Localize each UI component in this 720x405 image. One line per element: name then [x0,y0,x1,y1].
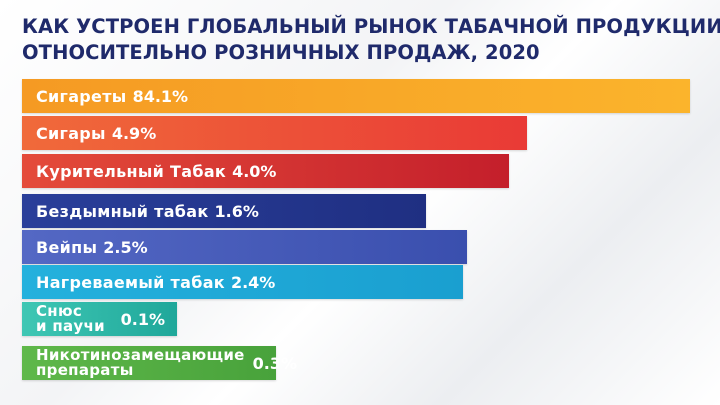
chart-title: КАК УСТРОЕН ГЛОБАЛЬНЫЙ РЫНОК ТАБАЧНОЙ ПР… [22,14,720,66]
bar-label-line: препараты [36,361,134,379]
bar-value-label: 2.4% [230,272,276,292]
bar-label: Вейпы [36,230,97,264]
bar-4: Бездымный табак 1.6% [22,194,426,228]
bar-label-line: Снюс [36,302,83,320]
bar-label-line: Никотинозамещающие [36,346,245,364]
bar-value-label: 0.3% [252,353,298,373]
bar-6: Нагреваемый табак 2.4% [22,265,463,299]
bar-label: Бездымный табак [36,194,209,228]
bar-label-line: Нагреваемый табак [36,272,225,292]
bar-value-label: 84.1% [132,86,189,106]
bar-label: Сигареты [36,79,127,113]
bar-value-label: 1.6% [214,201,259,221]
bar-3: Курительный Табак 4.0% [22,154,509,188]
bar-value-label: 0.1% [120,309,165,329]
bar-2: Сигары 4.9% [22,116,527,150]
bar-label-line: Бездымный табак [36,201,209,221]
chart-title-line-1: КАК УСТРОЕН ГЛОБАЛЬНЫЙ РЫНОК ТАБАЧНОЙ ПР… [22,15,720,38]
bar-label: Никотинозамещающие препараты [36,346,245,380]
bar-value-label: 4.9% [111,123,157,143]
bar-value-label: 2.5% [103,237,148,257]
bar-label: Нагреваемый табак [36,265,225,299]
bar-label: Курительный Табак [36,154,226,188]
bar-1: Сигареты 84.1% [22,79,690,113]
bar-label-line: Сигары [36,123,106,143]
bar-value-label: 4.0% [232,161,277,181]
bar-label-line: Вейпы [36,237,98,257]
bar-label-line: Сигареты [36,86,127,106]
bar-label: Снюс и паучи [36,302,105,336]
bar-8: Никотинозамещающие препараты 0.3% [22,346,297,380]
bar-label-line: и паучи [36,317,105,335]
chart-title-line-2: ОТНОСИТЕЛЬНО РОЗНИЧНЫХ ПРОДАЖ, 2020 [22,41,540,64]
bar-5: Вейпы 2.5% [22,230,467,264]
bar-label-line: Курительный Табак [36,161,227,181]
bar-7: Снюс и паучи 0.1% [22,302,177,336]
bar-label: Сигары [36,116,106,150]
